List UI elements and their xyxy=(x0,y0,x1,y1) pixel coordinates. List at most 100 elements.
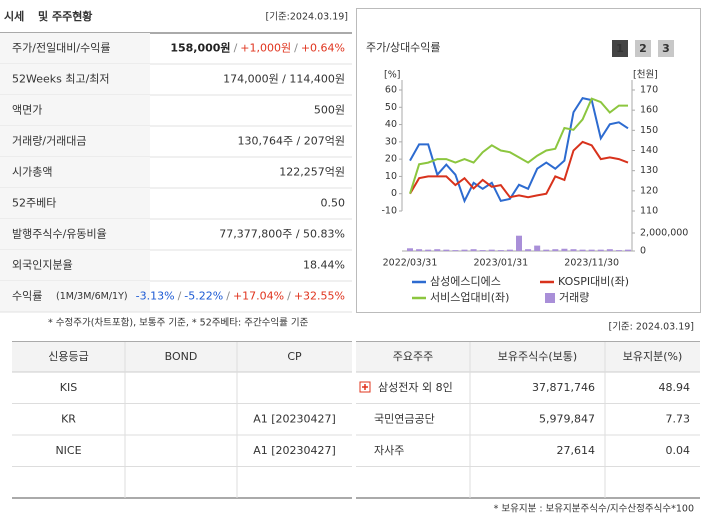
volume-bar xyxy=(479,250,486,251)
table-header: 신용등급 xyxy=(48,350,88,363)
volume-bar xyxy=(497,250,504,251)
volume-bar xyxy=(534,245,541,251)
table-header: CP xyxy=(287,350,302,363)
row-label: 발행주식수/유동비율 xyxy=(12,228,107,241)
volume-bar xyxy=(488,249,495,251)
volume-bar xyxy=(416,249,423,251)
value-part: +17.04% xyxy=(233,290,284,303)
tick-label: 140 xyxy=(640,145,658,156)
legend-label: 삼성에스디에스 xyxy=(430,275,501,288)
table-header: 보유지분(%) xyxy=(623,350,683,363)
volume-bar xyxy=(407,248,413,251)
volume-bar xyxy=(615,250,622,251)
table-cell: 27,614 xyxy=(557,444,596,457)
tick-label: 40 xyxy=(385,119,397,130)
tick-label: 20 xyxy=(385,154,397,165)
volume-bar xyxy=(579,249,586,251)
chart-button[interactable] xyxy=(635,40,651,57)
row-value: 18.44% xyxy=(303,259,345,272)
tick-label: 0 xyxy=(640,246,646,257)
title-highlight: 시세 xyxy=(4,9,24,23)
row-label-bg xyxy=(0,126,150,157)
volume-bar xyxy=(525,249,532,251)
legend-swatch xyxy=(545,293,555,303)
value-part: / xyxy=(294,42,298,55)
row-value: 158,000원 / +1,000원 / +0.64% xyxy=(170,41,345,55)
tick-label: -10 xyxy=(381,206,397,217)
value-part: / xyxy=(287,290,291,303)
table-header: BOND xyxy=(165,350,198,363)
legend-label: KOSPI대비(좌) xyxy=(558,275,629,288)
expand-icon-plus[interactable] xyxy=(362,384,368,390)
table-cell: 0.04 xyxy=(666,444,691,457)
chart-button-label[interactable]: 1 xyxy=(616,42,624,55)
y2-axis-label: [천원] xyxy=(633,70,658,81)
volume-bar xyxy=(452,250,459,251)
table-cell: 5,979,847 xyxy=(539,412,595,425)
row-label: 거래량/거래대금 xyxy=(12,135,87,148)
table-cell: NICE xyxy=(55,444,81,457)
x-tick-label: 2022/03/31 xyxy=(383,258,438,269)
value-part: -3.13% xyxy=(136,290,175,303)
x-tick-label: 2023/11/30 xyxy=(564,258,619,269)
value-part: 158,000원 xyxy=(170,41,230,55)
chart-button-label[interactable]: 2 xyxy=(639,42,647,55)
row-label: 액면가 xyxy=(12,104,42,117)
table-cell: KR xyxy=(61,412,76,425)
x-tick-label: 2023/01/31 xyxy=(473,258,528,269)
row-label-bg xyxy=(0,188,150,219)
chart-button-label[interactable]: 3 xyxy=(662,42,670,55)
table-header-bg xyxy=(12,342,352,372)
row-label-bg xyxy=(0,64,150,95)
title: 및 주주현황 xyxy=(38,9,92,23)
row-value: 130,764주 / 207억원 xyxy=(237,135,345,148)
row-label: 52주베타 xyxy=(12,197,56,210)
value-part: / xyxy=(226,290,230,303)
volume-bar xyxy=(561,248,568,251)
as-of: [기준:2024.03.19] xyxy=(266,12,349,23)
volume-bar xyxy=(552,249,559,251)
tick-label: 170 xyxy=(640,85,658,96)
chart-button[interactable] xyxy=(612,40,628,57)
row-value: 122,257억원 xyxy=(279,166,345,179)
value-part: / xyxy=(178,290,182,303)
footnote: * 보유지분 : 보유지분주식수/지수산정주식수*100 xyxy=(494,504,694,515)
chart-button[interactable] xyxy=(658,40,674,57)
table-cell: A1 [20230427] xyxy=(253,444,336,457)
row-label-bg xyxy=(0,95,150,126)
chart-as-of: [기준: 2024.03.19] xyxy=(608,322,694,333)
tick-label: 0 xyxy=(391,188,397,199)
table-cell: 자사주 xyxy=(374,444,404,457)
y-axis-label: [%] xyxy=(384,70,400,81)
tick-label: 2,000,000 xyxy=(640,228,688,239)
volume-bar xyxy=(443,249,450,251)
table-cell: 48.94 xyxy=(659,381,691,394)
row-label-bg xyxy=(0,250,150,281)
line-series xyxy=(409,97,628,194)
row-label: 주가/전일대비/수익률 xyxy=(12,41,111,55)
volume-bar xyxy=(470,249,477,251)
volume-bar xyxy=(543,249,550,251)
volume-bar xyxy=(506,249,513,251)
row-label-bg xyxy=(0,157,150,188)
volume-bar xyxy=(425,249,432,251)
table-header-bg xyxy=(356,342,700,372)
row-value: -3.13% / -5.22% / +17.04% / +32.55% xyxy=(136,290,345,303)
tick-label: 10 xyxy=(385,171,397,182)
volume-bar xyxy=(625,249,631,251)
tick-label: 120 xyxy=(640,185,658,196)
value-part: +32.55% xyxy=(294,290,345,303)
volume-bar xyxy=(597,249,604,251)
row-label-bg xyxy=(0,281,150,312)
chart-title: 주가/상대수익률 xyxy=(366,41,441,54)
row-value: 0.50 xyxy=(321,197,346,210)
volume-bar xyxy=(588,249,595,251)
tick-label: 50 xyxy=(385,102,397,113)
row-value: 174,000원 / 114,400원 xyxy=(223,73,345,86)
row-label-bg xyxy=(0,33,150,64)
row-label-bg xyxy=(0,219,150,250)
row-label: 52Weeks 최고/최저 xyxy=(12,73,110,86)
table-cell: KIS xyxy=(60,381,77,394)
chart-panel xyxy=(356,8,701,313)
